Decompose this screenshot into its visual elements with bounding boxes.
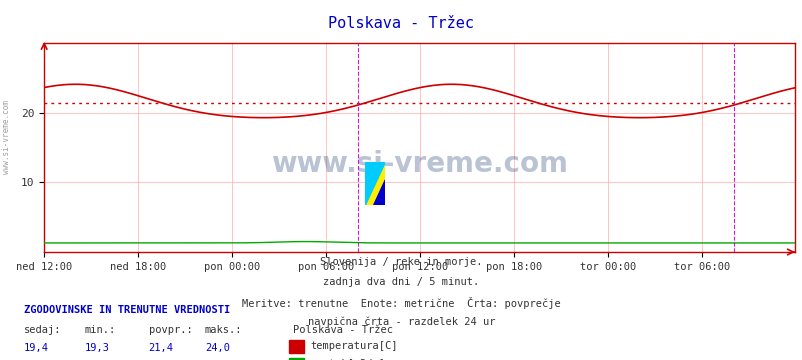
Text: sedaj:: sedaj: bbox=[24, 325, 62, 335]
Text: navpična črta - razdelek 24 ur: navpična črta - razdelek 24 ur bbox=[307, 317, 495, 327]
Text: 19,3: 19,3 bbox=[84, 343, 109, 353]
Text: povpr.:: povpr.: bbox=[148, 325, 192, 335]
Text: Meritve: trenutne  Enote: metrične  Črta: povprečje: Meritve: trenutne Enote: metrične Črta: … bbox=[242, 297, 560, 309]
Text: pretok[m3/s]: pretok[m3/s] bbox=[310, 359, 384, 360]
Polygon shape bbox=[365, 162, 385, 205]
Polygon shape bbox=[373, 179, 385, 205]
Text: ZGODOVINSKE IN TRENUTNE VREDNOSTI: ZGODOVINSKE IN TRENUTNE VREDNOSTI bbox=[24, 305, 230, 315]
Text: zadnja dva dni / 5 minut.: zadnja dva dni / 5 minut. bbox=[323, 277, 479, 287]
Text: temperatura[C]: temperatura[C] bbox=[310, 341, 397, 351]
Text: Slovenija / reke in morje.: Slovenija / reke in morje. bbox=[320, 257, 482, 267]
Text: www.si-vreme.com: www.si-vreme.com bbox=[2, 100, 11, 174]
Text: min.:: min.: bbox=[84, 325, 115, 335]
Text: 21,4: 21,4 bbox=[148, 343, 173, 353]
Text: Polskava - Tržec: Polskava - Tržec bbox=[293, 325, 393, 335]
Text: 24,0: 24,0 bbox=[205, 343, 229, 353]
Text: www.si-vreme.com: www.si-vreme.com bbox=[271, 150, 567, 178]
Text: Polskava - Tržec: Polskava - Tržec bbox=[328, 16, 474, 31]
Polygon shape bbox=[365, 162, 385, 205]
Text: maks.:: maks.: bbox=[205, 325, 242, 335]
Text: 19,4: 19,4 bbox=[24, 343, 49, 353]
